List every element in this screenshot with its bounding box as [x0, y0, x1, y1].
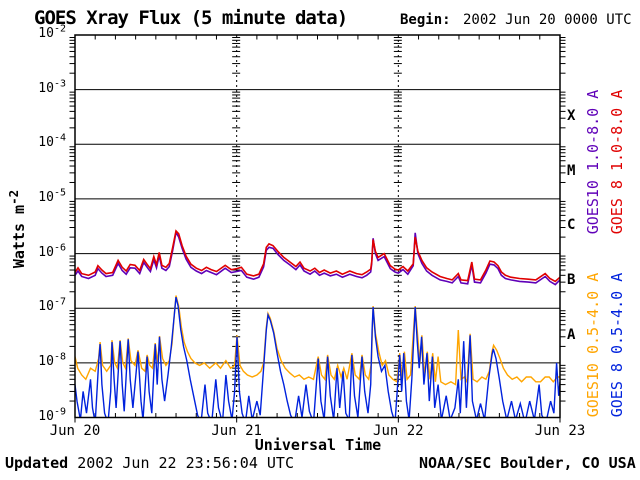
flux-class-A: A [567, 326, 576, 343]
flux-class-B: B [567, 271, 576, 288]
x-tick-label-Jun-21: Jun 21 [211, 423, 262, 439]
x-tick-label-Jun-23: Jun 23 [534, 423, 586, 439]
y-tick-label-10e-6: 10-6 [38, 242, 66, 260]
series-GOES-8-0-5-4-0-A [75, 296, 560, 418]
legend-goes10-long: GOES10 1.0-8.0 A [584, 89, 602, 235]
y-tick-label-10e-2: 10-2 [38, 23, 66, 41]
legend-goes8-short: GOES 8 0.5-4.0 A [608, 272, 626, 418]
y-tick-label-10e-5: 10-5 [38, 187, 66, 205]
flux-class-C: C [567, 217, 576, 234]
legend-goes8-long: GOES 8 1.0-8.0 A [608, 89, 626, 235]
y-tick-label-10e-4: 10-4 [38, 132, 66, 151]
series-GOES-8-1-0-8-0-A [75, 229, 560, 283]
flux-class-M: M [567, 162, 576, 179]
x-tick-label-Jun-20: Jun 20 [49, 423, 101, 439]
x-tick-label-Jun-22: Jun 22 [373, 423, 424, 439]
y-tick-label-10e-7: 10-7 [38, 296, 66, 315]
begin-label: Begin: [400, 12, 451, 28]
y-tick-label-10e-9: 10-9 [38, 406, 66, 424]
begin-timestamp: 2002 Jun 20 0000 UTC [463, 12, 632, 28]
y-tick-label-10e-3: 10-3 [38, 78, 66, 96]
y-tick-label-10e-8: 10-8 [38, 351, 66, 369]
page-title: GOES Xray Flux (5 minute data) [34, 7, 348, 29]
flux-class-X: X [567, 107, 576, 124]
updated-timestamp: Updated 2002 Jun 22 23:56:04 UTC [5, 454, 294, 472]
credit-text: NOAA/SEC Boulder, CO USA [419, 454, 636, 472]
legend-goes10-short: GOES10 0.5-4.0 A [584, 272, 602, 418]
x-axis-label: Universal Time [254, 436, 382, 454]
series-GOES10-1-0-8-0-A [75, 229, 560, 286]
